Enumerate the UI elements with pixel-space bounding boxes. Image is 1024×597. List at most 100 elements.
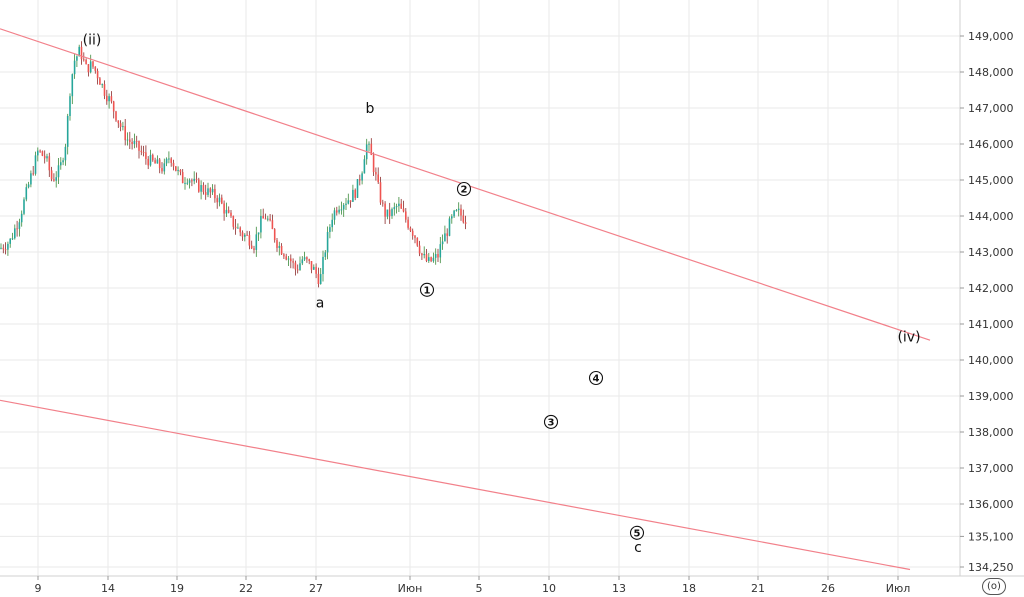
wave-label-circled[interactable]: 3 [543,414,559,429]
candle-body [193,178,195,182]
candle-body [165,158,168,164]
wave-label-circled[interactable]: 5 [629,525,645,540]
lower-trendline[interactable] [0,399,911,571]
wave-label-circled[interactable]: 4 [588,370,604,386]
candle-body [333,210,336,220]
wave-label[interactable]: c [634,540,642,556]
candle-body [324,252,327,257]
candle-body [163,163,166,172]
x-tick-label: 26 [821,582,835,595]
candle-body [253,248,255,250]
wave-label[interactable]: (ii) [83,33,102,49]
candle-body [299,263,301,271]
candle-body [170,158,172,163]
candle-body [400,203,402,209]
candle-body [221,197,223,204]
candle-body [103,84,106,96]
y-tick-label: 146,000 [968,138,1014,151]
wave-label[interactable]: (iv) [897,330,920,346]
candle-body [455,210,458,212]
candle-body [117,120,120,124]
candle-body [37,150,39,156]
y-tick-label: 141,000 [968,318,1014,331]
candle-body [209,188,212,193]
candle-body [92,61,94,67]
candle-body [363,159,366,174]
candle-body [451,216,453,219]
candle-body [60,162,62,166]
candle-body [53,179,55,181]
x-tick-label: 10 [542,582,556,595]
candle-body [345,203,347,205]
candle-body [129,139,131,143]
candle-body [462,215,465,223]
candle-body [138,141,140,151]
candle-body [135,140,138,142]
candle-body [303,257,306,260]
candle-body [211,188,214,193]
candle-body [347,200,350,204]
candle-body [227,209,230,213]
chart-settings-button[interactable]: (o) [982,578,1006,595]
candle-body [172,162,175,167]
candle-body [262,215,264,219]
candle-body [69,96,71,116]
candle-body [20,213,23,223]
candle-body [119,123,122,128]
candle-body [216,198,218,203]
candle-body [317,273,320,285]
candle-body [428,257,430,261]
candle-body [264,218,267,220]
candle-body [78,46,80,57]
candle-body [290,258,292,262]
candle-body [179,169,182,173]
candle-body [204,192,207,195]
candle-body [432,257,435,262]
candle-body [43,155,46,159]
candle-body [154,160,156,164]
candle-body [232,215,235,227]
candle-body [246,234,248,236]
candle-body [4,249,7,251]
candle-body [32,173,34,175]
candle-body [437,254,439,258]
wave-label-text: 3 [548,417,555,428]
y-tick-label: 138,000 [968,426,1014,439]
candle-body [177,169,179,171]
wave-label-circled[interactable]: 2 [456,181,472,197]
candlestick-series [0,41,467,288]
price-axis[interactable]: 149,000 148,000 147,000 146,000 145,000 144,0… [960,30,1014,574]
candle-body [48,156,51,171]
time-axis[interactable]: 9 14 19 22 27 Июн 5 10 13 18 21 26 Июл [35,576,911,595]
candle-body [409,227,412,231]
candle-body [382,202,384,204]
wave-label-circled[interactable]: 1 [419,282,435,297]
wave-label-text: 2 [461,185,468,196]
x-tick-label: 9 [35,582,42,595]
candle-body [418,245,421,254]
wave-label[interactable]: b [366,101,375,117]
candle-body [126,139,129,141]
candle-body [368,143,370,145]
candle-body [214,188,216,199]
candle-body [283,254,285,257]
wave-label-circle [419,282,435,297]
candle-body [421,253,423,256]
candle-body [34,155,37,174]
y-tick-label: 142,000 [968,282,1014,295]
candle-body [425,253,428,261]
wave-label-circle [629,525,645,540]
candle-body [241,232,244,237]
candle-body [441,241,444,245]
candle-body [386,209,389,217]
candle-body [83,59,85,61]
candle-body [411,230,414,236]
wave-label[interactable]: a [316,295,325,311]
x-tick-label: 14 [101,582,115,595]
candle-body [168,158,170,160]
candle-body [391,209,393,217]
candle-body [338,209,340,213]
x-tick-label: 5 [476,582,483,595]
candle-body [393,207,396,210]
